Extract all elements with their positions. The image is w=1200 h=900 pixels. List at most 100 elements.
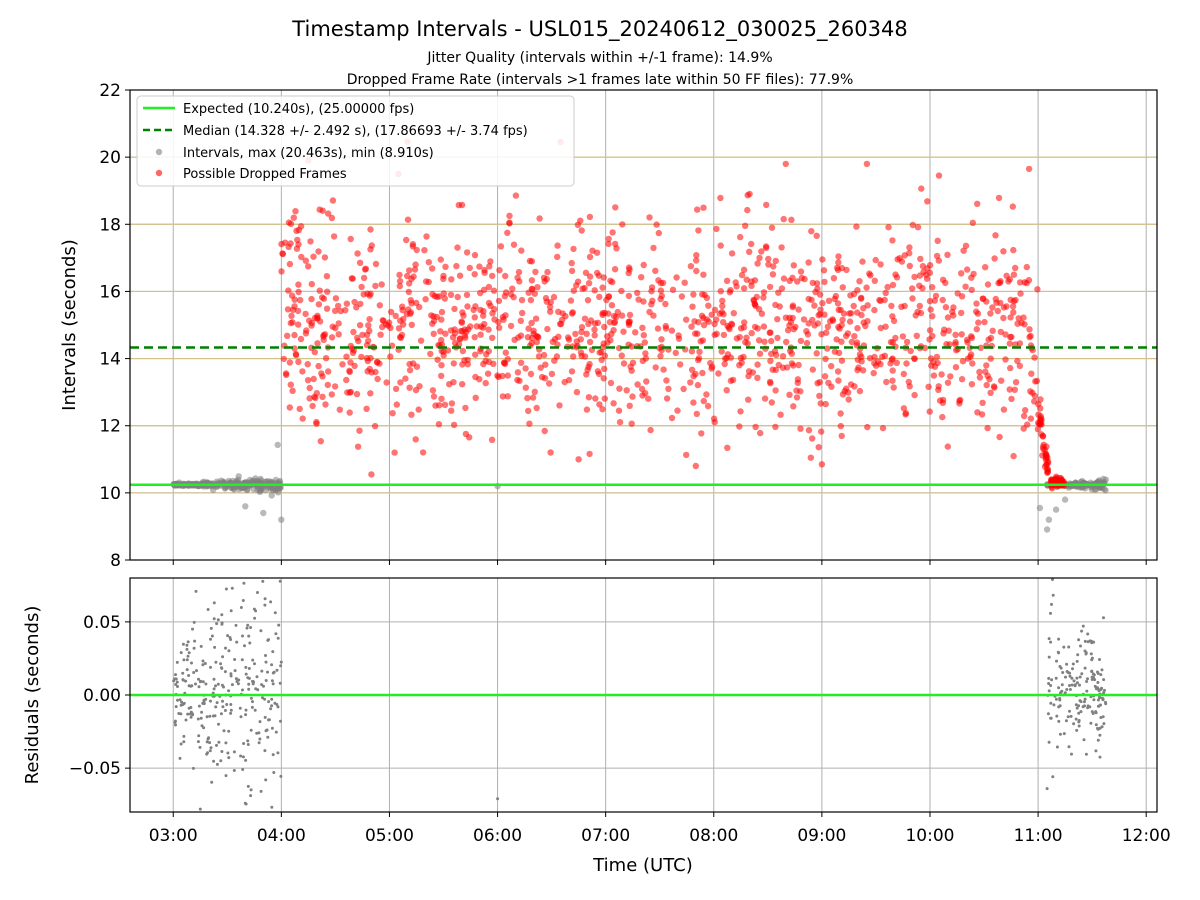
dropped-frame-point (906, 262, 913, 270)
dropped-frame-point (618, 352, 625, 359)
residual-point (1104, 702, 1108, 706)
residual-point (1057, 651, 1061, 655)
dropped-frame-point (635, 296, 642, 303)
dropped-frame-point (793, 394, 801, 401)
dropped-frame-point (1014, 357, 1021, 365)
intervals-y-tick-label: 12 (99, 417, 121, 437)
residual-point (185, 668, 189, 672)
residual-point (224, 587, 228, 591)
dropped-frame-point (1003, 303, 1010, 310)
dropped-frame-point (1040, 441, 1047, 448)
dropped-frame-point (968, 334, 976, 341)
dropped-frame-point (315, 362, 322, 370)
dropped-frame-point (591, 332, 598, 339)
dropped-frame-point (482, 379, 489, 387)
dropped-frame-point (313, 390, 320, 397)
dropped-frame-point (779, 353, 787, 360)
dropped-frame-point (581, 315, 589, 322)
dropped-frame-point (295, 281, 302, 288)
residual-point (215, 762, 219, 766)
dropped-frame-point (1007, 333, 1014, 341)
dropped-frame-point (1002, 356, 1009, 363)
intervals-y-axis-label: Intervals (seconds) (59, 239, 80, 411)
dropped-frame-point (357, 300, 364, 308)
dropped-frame-point (412, 436, 419, 443)
dropped-frame-point (1000, 314, 1007, 322)
dropped-frame-point (969, 360, 976, 367)
residual-point (212, 677, 216, 681)
dropped-frame-point (911, 355, 918, 363)
dropped-frame-point (367, 390, 374, 397)
dropped-frame-point (789, 314, 796, 322)
dropped-frame-point (422, 278, 430, 285)
dropped-frame-point (813, 232, 820, 239)
dropped-frame-point (615, 407, 623, 414)
residual-point (1092, 698, 1096, 702)
residual-point (215, 701, 219, 705)
residual-point (1049, 640, 1053, 644)
dropped-frame-point (939, 296, 946, 304)
dropped-frame-point (392, 312, 399, 320)
dropped-frame-point (809, 316, 816, 324)
residual-point (229, 672, 233, 676)
dropped-frame-point (525, 407, 532, 415)
x-tick-label: 04:00 (257, 826, 306, 846)
residual-point (175, 680, 179, 684)
dropped-frame-point (1000, 406, 1008, 413)
dropped-frame-point (1039, 433, 1047, 440)
dropped-frame-point (504, 372, 511, 379)
residual-point (1068, 671, 1072, 675)
dropped-frame-point (473, 323, 480, 330)
dropped-frame-point (1010, 271, 1018, 278)
dropped-frame-point (889, 313, 896, 320)
dropped-frame-point (454, 244, 461, 251)
dropped-frame-point (942, 304, 950, 311)
residual-point (1047, 682, 1051, 685)
dropped-frame-point (286, 260, 294, 268)
dropped-frame-point (929, 284, 936, 291)
residual-point (263, 749, 267, 753)
dropped-frame-point (291, 331, 298, 339)
dropped-frame-point (760, 323, 768, 330)
dropped-frame-point (769, 366, 776, 373)
residual-point (196, 740, 200, 744)
dropped-frame-point (595, 272, 603, 279)
residual-point (1062, 645, 1066, 649)
dropped-frame-point (790, 326, 797, 333)
dropped-frame-point (820, 267, 828, 274)
dropped-frame-point (307, 238, 314, 245)
chart-title: Timestamp Intervals - USL015_20240612_03… (291, 17, 907, 42)
dropped-frame-point (931, 297, 938, 304)
dropped-frame-point (728, 320, 735, 327)
residual-point (178, 756, 182, 760)
dropped-frame-point (541, 278, 548, 285)
dropped-frame-point (620, 328, 627, 335)
dropped-frame-point (816, 392, 823, 400)
dropped-frame-point (286, 359, 294, 366)
dropped-frame-point (528, 319, 535, 327)
interval-point (1036, 504, 1044, 512)
residual-point (223, 709, 227, 712)
residual-point (233, 658, 237, 661)
dropped-frame-point (707, 359, 714, 367)
dropped-frame-point (769, 271, 777, 278)
interval-point (235, 486, 243, 493)
residual-point (256, 688, 260, 692)
residual-point (1079, 644, 1082, 648)
dropped-frame-point (517, 359, 525, 366)
dropped-frame-point (387, 353, 394, 360)
residuals-y-axis-label: Residuals (seconds) (22, 606, 43, 785)
dropped-frame-point (623, 387, 630, 394)
dropped-frame-point (396, 333, 404, 341)
residual-point (235, 680, 239, 683)
dropped-frame-point (921, 344, 929, 352)
dropped-frame-point (1037, 412, 1044, 420)
dropped-frame-point (289, 319, 296, 326)
dropped-frame-point (472, 373, 479, 381)
residual-point (266, 638, 270, 642)
residual-point (246, 739, 250, 743)
dropped-frame-point (519, 309, 526, 317)
interval-point (262, 478, 269, 485)
residual-point (200, 724, 204, 728)
x-tick-label: 12:00 (1122, 826, 1171, 846)
